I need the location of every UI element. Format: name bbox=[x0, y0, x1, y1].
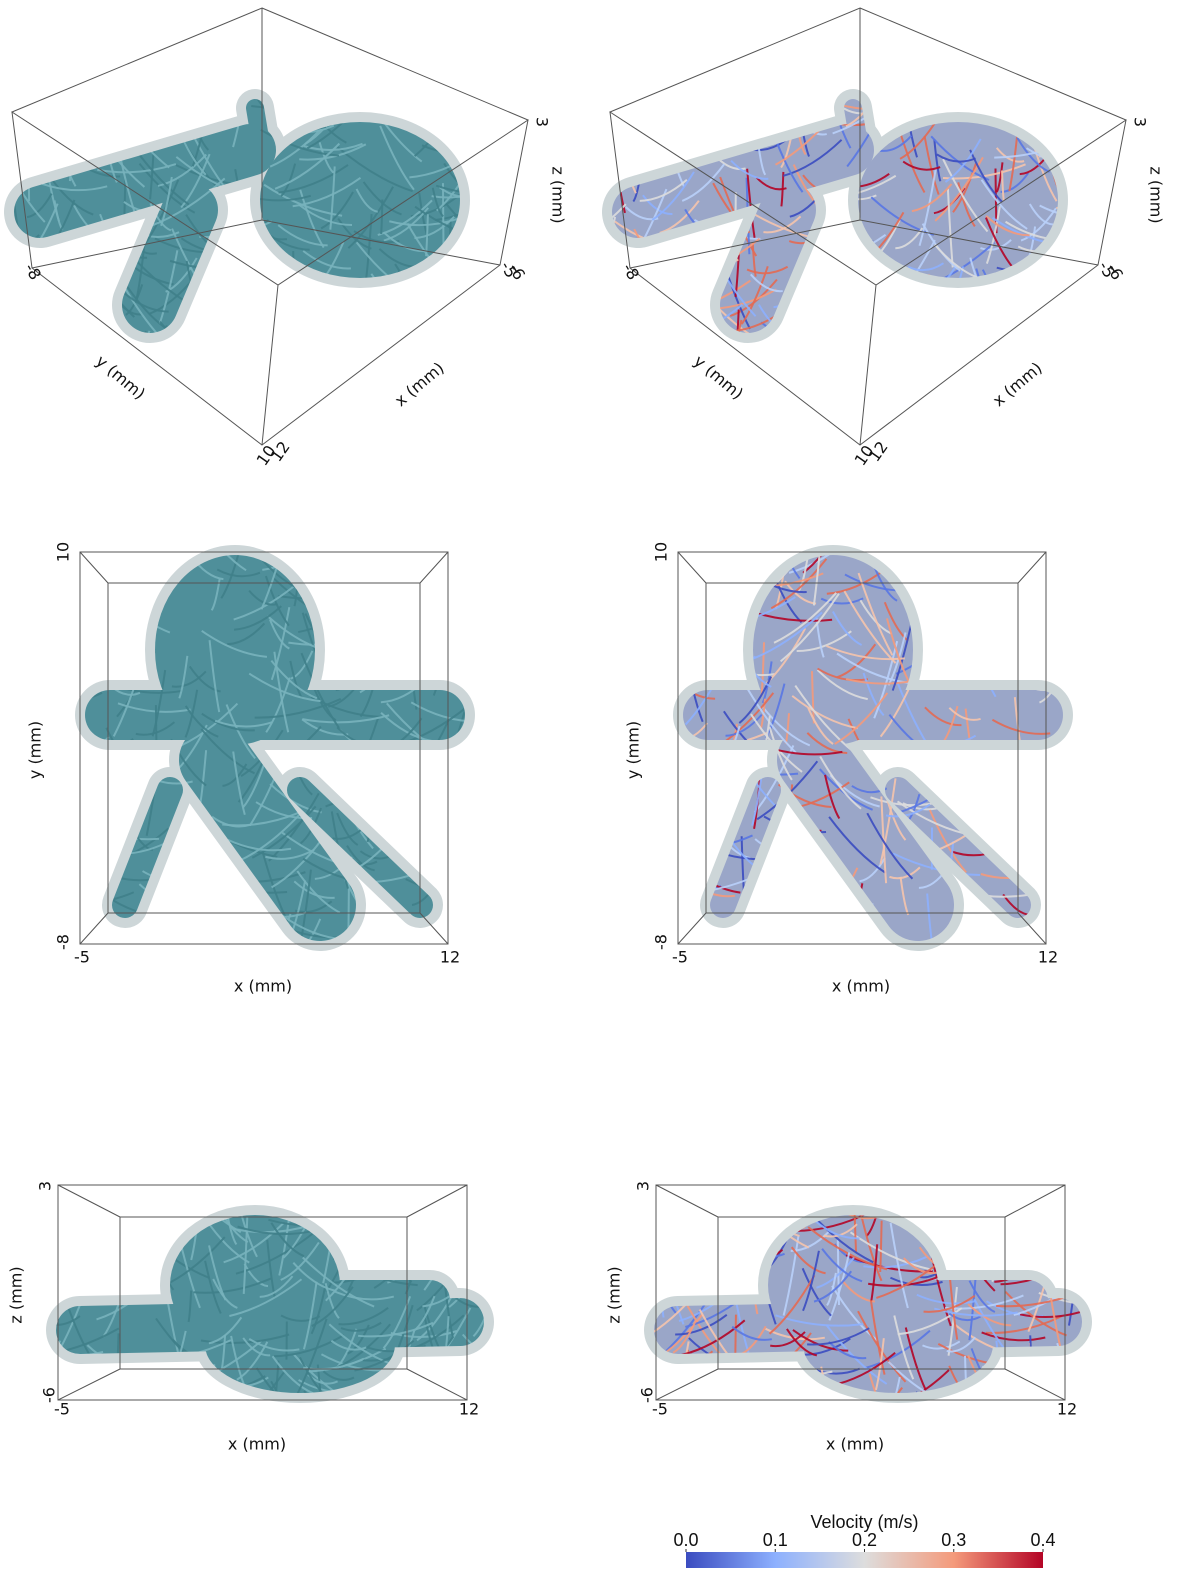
axis-text: 10 bbox=[54, 542, 73, 562]
axis-text: y (mm) bbox=[690, 351, 747, 403]
streamline bbox=[48, 1429, 76, 1471]
streamline bbox=[1077, 886, 1109, 965]
colorbar bbox=[686, 1552, 1043, 1568]
axis-text: 12 bbox=[1038, 948, 1058, 967]
streamlines bbox=[23, 515, 550, 999]
axis-text: x (mm) bbox=[228, 1435, 286, 1454]
streamline bbox=[666, 1433, 686, 1470]
axis-text: -5 bbox=[54, 1400, 70, 1419]
streamlines bbox=[549, 68, 1141, 418]
streamline bbox=[0, 1345, 42, 1362]
streamline bbox=[18, 1429, 52, 1488]
axis-text: y (mm) bbox=[624, 721, 643, 779]
axis-text: -8 bbox=[652, 934, 671, 950]
colorbar-tick-label: 0.3 bbox=[941, 1530, 966, 1550]
streamline bbox=[1035, 1427, 1052, 1485]
axis-text: 12 bbox=[1057, 1400, 1077, 1419]
streamline bbox=[690, 330, 691, 386]
figure: z (mm)y (mm)x (mm)3-5-6-81012z (mm)y (mm… bbox=[0, 0, 1193, 1595]
panel: z (mm)y (mm)x (mm)3-5-6-81012 bbox=[0, 8, 568, 469]
streamline bbox=[348, 865, 349, 939]
colorbar-tick-label: 0.1 bbox=[763, 1530, 788, 1550]
axis-text: 3 bbox=[36, 1181, 55, 1191]
axis-text: x (mm) bbox=[989, 358, 1046, 410]
streamline bbox=[474, 782, 520, 795]
streamlines bbox=[624, 515, 1139, 1003]
streamline bbox=[1076, 552, 1123, 606]
axis-text: y (mm) bbox=[26, 721, 45, 779]
streamline bbox=[193, 1423, 213, 1493]
panel: z (mm)x (mm)3-6-512 bbox=[0, 1175, 548, 1514]
colorbar-tick-label: 0.2 bbox=[852, 1530, 877, 1550]
colorbar-title: Velocity (m/s) bbox=[810, 1512, 918, 1532]
colorbar-tick-label: 0.0 bbox=[673, 1530, 698, 1550]
streamline bbox=[394, 343, 448, 363]
streamline bbox=[443, 183, 444, 255]
streamline bbox=[1096, 1412, 1170, 1440]
axis-text: -8 bbox=[54, 934, 73, 950]
axis-text: z (mm) bbox=[7, 1266, 26, 1323]
streamlines bbox=[0, 1175, 548, 1514]
streamline bbox=[28, 139, 29, 201]
axis-text: z (mm) bbox=[549, 166, 568, 223]
streamline bbox=[23, 280, 24, 324]
axis-text: 12 bbox=[440, 948, 460, 967]
axis-text: -5 bbox=[652, 1400, 668, 1419]
streamline bbox=[899, 344, 903, 385]
axis-text: x (mm) bbox=[234, 977, 292, 996]
streamline bbox=[23, 854, 72, 876]
streamline bbox=[1091, 1229, 1136, 1299]
axis-text: z (mm) bbox=[1147, 166, 1166, 223]
axis-text: -5 bbox=[672, 948, 688, 967]
page: {"panels": [ {"axis_labels": ["z (mm)", … bbox=[0, 0, 1193, 1595]
axis-text: 3 bbox=[1131, 117, 1150, 127]
colorbar-tick-label: 0.4 bbox=[1030, 1530, 1055, 1550]
axis-text: z (mm) bbox=[605, 1266, 624, 1323]
streamline bbox=[353, 1210, 354, 1247]
streamline bbox=[143, 1433, 147, 1514]
panel: y (mm) x (mm) 10 -8-5 12 bbox=[23, 515, 550, 999]
axis-text: 12 bbox=[459, 1400, 479, 1419]
streamline bbox=[1091, 1236, 1161, 1268]
streamline bbox=[973, 341, 975, 418]
axis-text: -5 bbox=[74, 948, 90, 967]
panel: y (mm) x (mm) 10 -8-5 12 bbox=[624, 515, 1139, 1003]
streamline bbox=[710, 776, 711, 835]
axis-text: x (mm) bbox=[826, 1435, 884, 1454]
streamline bbox=[861, 944, 890, 979]
streamline bbox=[492, 141, 568, 155]
axis-text: 3 bbox=[533, 117, 552, 127]
axis-text: 3 bbox=[634, 1181, 653, 1191]
axis-text: x (mm) bbox=[832, 977, 890, 996]
axis-text: 10 bbox=[652, 542, 671, 562]
streamline bbox=[474, 519, 550, 555]
streamline bbox=[490, 1431, 494, 1475]
streamlines bbox=[0, 68, 568, 406]
streamline bbox=[1077, 621, 1114, 653]
panel: z (mm)y (mm)x (mm)3-5-6-81012 bbox=[549, 8, 1166, 469]
